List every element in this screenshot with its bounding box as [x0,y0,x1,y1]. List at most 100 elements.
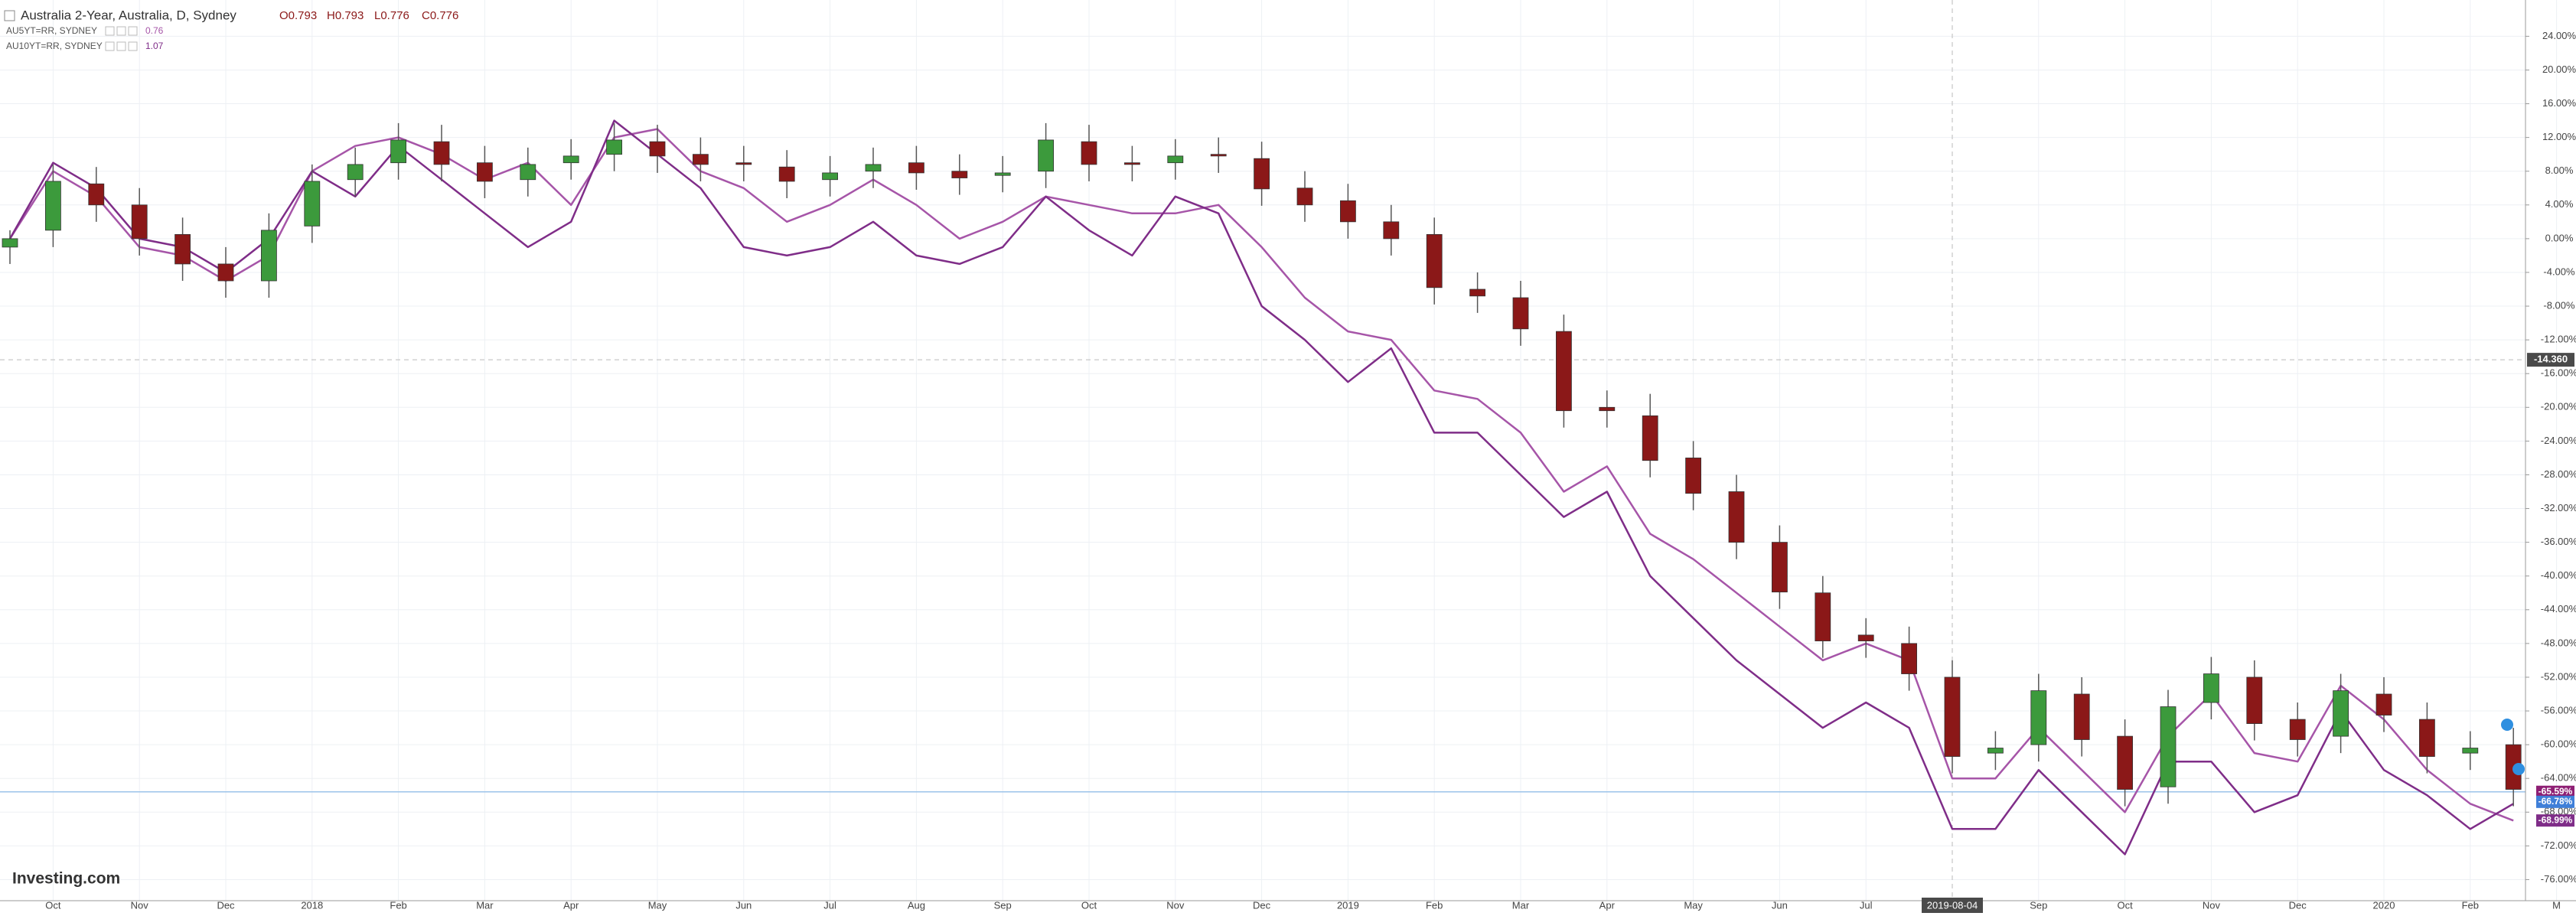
candle-body [693,154,709,165]
x-tick-label: Aug [908,899,925,911]
candle-body [1599,406,1616,412]
candle-body [2073,693,2090,740]
candle-body [1296,187,1313,206]
y-tick-label: -32.00% [2541,502,2576,513]
line-series [8,119,2514,856]
plot [2,119,2522,856]
event-marker[interactable] [2512,763,2525,775]
x-tick-label: Sep [2030,899,2047,911]
x-tick-label: M [2552,899,2561,911]
chart-title: Australia 2-Year, Australia, D, Sydney [21,8,236,22]
y-tick-label: -64.00% [2541,772,2576,784]
price-label: -66.78% [2539,796,2573,807]
x-tick-label: 2018 [301,899,323,911]
candle-body [304,181,321,227]
x-tick-label: Apr [563,899,579,911]
x-tick-label: Nov [1166,899,1185,911]
y-tick-label: -16.00% [2541,367,2576,379]
x-tick-label: Feb [2462,899,2479,911]
price-label-bg [2536,814,2574,827]
y-tick-label: -72.00% [2541,839,2576,851]
y-tick-label: 16.00% [2542,97,2576,109]
candle-body [1512,297,1529,330]
candle-body [1987,748,2004,754]
y-tick-label: -44.00% [2541,603,2576,614]
crosshair-y-label-bg [2527,353,2574,367]
x-tick-label: Mar [476,899,494,911]
candle-body [1685,458,1702,494]
x-tick-label: Jun [735,899,752,911]
crosshair-y-label: -14.360 [2534,354,2568,365]
candle-body [822,172,838,181]
candle-body [1901,643,1918,674]
y-tick-label: -24.00% [2541,435,2576,446]
candle-body [2117,735,2134,790]
y-tick-label: -60.00% [2541,738,2576,750]
candle-body [1038,139,1054,172]
x-tick-label: Apr [1599,899,1616,911]
ohlc-value: L0.776 [374,9,409,22]
y-tick-label: 24.00% [2542,30,2576,41]
candle-body [1210,154,1227,157]
candle-body [2246,676,2263,724]
y-tick-label: -68.00% [2541,806,2576,817]
candle-body [2,238,18,248]
candle-body [477,162,493,182]
ohlc-value: O0.793 [279,9,317,22]
legend-icon [105,26,115,36]
candle-body [2375,693,2392,716]
candle-body [951,171,968,178]
ohlc-value: H0.793 [327,9,364,22]
candle-body [606,139,622,155]
x-tick-label: 2020 [2373,899,2395,911]
y-tick-label: -52.00% [2541,670,2576,682]
candle-body [1815,592,1831,641]
candle-body [735,162,752,165]
candle-body [865,164,882,172]
candle-body [520,164,536,181]
legend-icon [128,26,138,36]
legend-label: AU10YT=RR, SYDNEY [6,41,103,51]
event-marker[interactable] [2501,719,2513,731]
collapse-icon[interactable] [4,10,15,21]
candle-body [2289,719,2306,740]
y-tick-label: -28.00% [2541,468,2576,480]
line-series [8,128,2514,822]
candle-body [217,263,234,282]
candle-body [562,155,579,164]
x-tick-label: Oct [1081,899,1097,911]
candle-body [1857,634,1874,641]
x-tick-label: Dec [2289,899,2307,911]
y-tick-label: 0.00% [2545,232,2574,243]
candle-body [1426,233,1443,288]
x-tick-label: May [648,899,667,911]
crosshair-x-label-bg [1922,898,1983,913]
candle-body [649,141,666,157]
x-tick-label: May [1684,899,1703,911]
legend-icon [116,26,126,36]
y-tick-label: 4.00% [2545,198,2574,210]
candle-body [433,141,450,165]
legend-value: 1.07 [145,41,164,51]
legend: AU5YT=RR, SYDNEY 0.76 AU10YT=RR, SYDNEY 1.0… [6,25,164,51]
candle-body [994,172,1011,176]
candle-body [45,181,61,231]
candle-body [1944,676,1961,757]
legend-icon [105,41,115,51]
axes: 24.00% 20.00% 16.00% 12.00% 8.00% 4.00% 0.00% -… [45,30,2576,913]
legend-label: AU5YT=RR, SYDNEY [6,25,97,36]
y-tick-label: -12.00% [2541,334,2576,345]
x-tick-label: Mar [1512,899,1530,911]
candle-body [1771,542,1788,593]
candle-body [1340,200,1356,223]
candle-body [347,164,364,181]
candle-body [2418,719,2435,757]
candle-body [1556,331,1572,412]
logo: Investing.com [12,870,120,888]
y-tick-label: -56.00% [2541,704,2576,716]
x-tick-label: Dec [217,899,235,911]
candle-body [908,162,924,174]
y-tick-label: -8.00% [2543,299,2575,311]
